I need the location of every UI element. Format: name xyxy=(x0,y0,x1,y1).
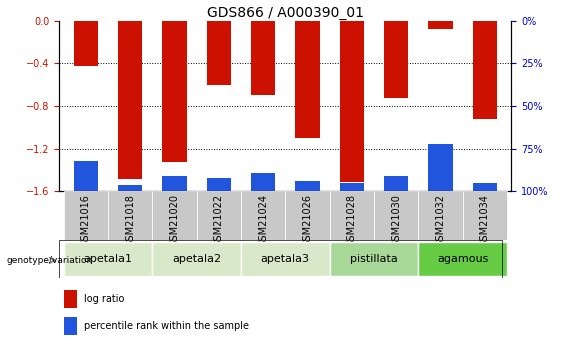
Bar xyxy=(428,21,453,29)
Bar xyxy=(374,191,418,240)
Bar xyxy=(463,191,507,240)
Text: GSM21034: GSM21034 xyxy=(480,194,490,247)
Text: GSM21024: GSM21024 xyxy=(258,194,268,247)
Bar xyxy=(153,241,241,276)
Bar xyxy=(64,191,108,240)
Bar xyxy=(251,173,275,191)
Bar xyxy=(64,241,153,276)
Bar xyxy=(295,181,320,191)
Bar xyxy=(428,144,453,191)
Text: apetala2: apetala2 xyxy=(172,254,221,264)
Text: GSM21028: GSM21028 xyxy=(347,194,357,247)
Bar xyxy=(162,176,186,191)
Bar xyxy=(118,185,142,191)
Text: GSM21018: GSM21018 xyxy=(125,194,135,247)
Bar xyxy=(340,21,364,182)
Text: GSM21022: GSM21022 xyxy=(214,194,224,247)
Bar xyxy=(472,21,497,119)
Bar xyxy=(295,21,320,138)
Text: GSM21016: GSM21016 xyxy=(81,194,91,247)
Bar xyxy=(162,21,186,161)
Bar xyxy=(73,161,98,191)
Bar xyxy=(340,183,364,191)
Text: genotype/variation: genotype/variation xyxy=(7,256,93,265)
Text: GSM21020: GSM21020 xyxy=(170,194,180,247)
Bar xyxy=(418,241,507,276)
Bar xyxy=(207,178,231,191)
Bar xyxy=(108,191,153,240)
Bar xyxy=(329,191,374,240)
Text: GSM21032: GSM21032 xyxy=(436,194,445,247)
Text: GSM21030: GSM21030 xyxy=(391,194,401,247)
Text: apetala1: apetala1 xyxy=(84,254,133,264)
Bar xyxy=(241,241,329,276)
Text: GSM21026: GSM21026 xyxy=(302,194,312,247)
Bar xyxy=(384,176,408,191)
Bar xyxy=(207,21,231,85)
Bar xyxy=(384,21,408,98)
Bar xyxy=(329,241,418,276)
Bar xyxy=(251,21,275,96)
Text: agamous: agamous xyxy=(437,254,488,264)
Bar xyxy=(153,191,197,240)
Bar xyxy=(73,21,98,66)
Bar xyxy=(418,191,463,240)
Bar xyxy=(285,191,329,240)
Text: apetala3: apetala3 xyxy=(261,254,310,264)
Bar xyxy=(64,317,77,335)
Bar xyxy=(118,21,142,179)
Bar xyxy=(472,183,497,191)
Text: percentile rank within the sample: percentile rank within the sample xyxy=(84,321,249,331)
Title: GDS866 / A000390_01: GDS866 / A000390_01 xyxy=(207,6,364,20)
Bar xyxy=(197,191,241,240)
Bar xyxy=(241,191,285,240)
Text: pistillata: pistillata xyxy=(350,254,398,264)
Bar xyxy=(64,290,77,307)
Text: log ratio: log ratio xyxy=(84,294,124,304)
